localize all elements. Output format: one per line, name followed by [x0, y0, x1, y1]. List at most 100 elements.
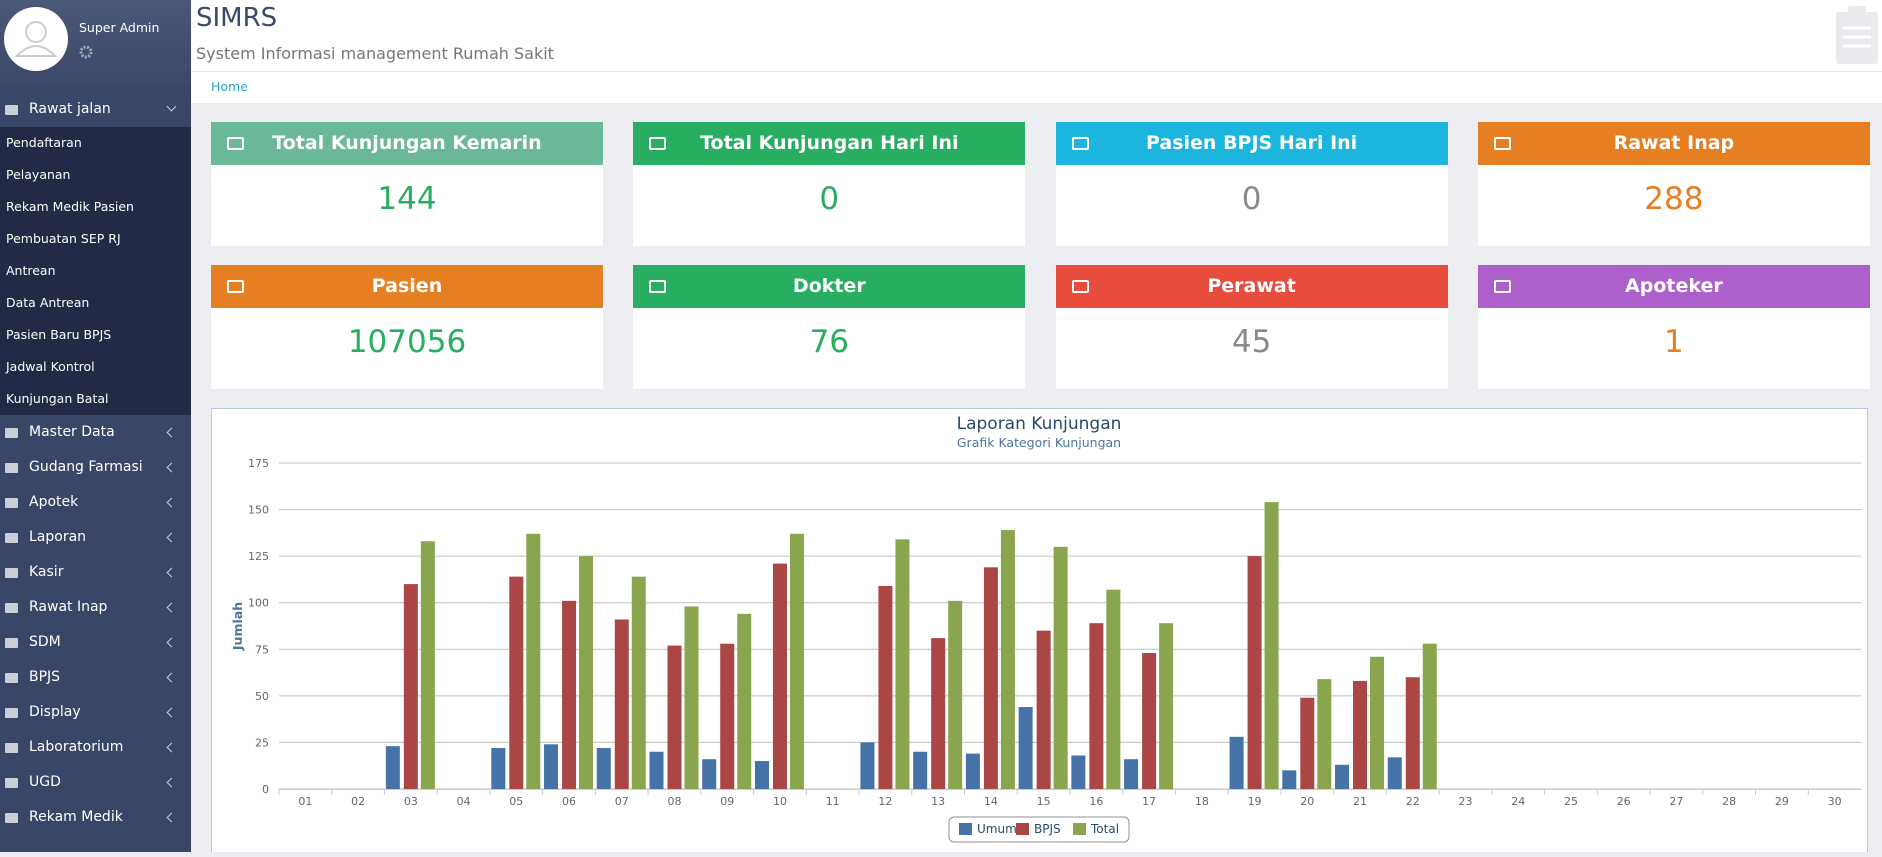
card-icon — [1493, 280, 1511, 293]
card-title: Pasien BPJS Hari Ini — [1145, 132, 1358, 154]
chevron — [166, 532, 177, 543]
bar — [772, 563, 787, 789]
card-icon — [649, 280, 667, 293]
menu-label: Rekam Medik — [29, 809, 123, 825]
bar — [983, 567, 998, 789]
menu-label: Rawat jalan — [29, 101, 111, 117]
menu-label: Master Data — [29, 424, 115, 440]
chart-subtitle: Grafik Kategori Kunjungan — [957, 435, 1121, 450]
menu-item[interactable]: Laboratorium — [0, 730, 191, 765]
bar — [913, 751, 928, 789]
chevron — [166, 777, 177, 788]
bar — [509, 576, 524, 789]
x-tick-label: 08 — [668, 795, 682, 808]
chevron — [166, 707, 177, 718]
bar — [720, 643, 735, 789]
menu-item[interactable]: Rawat jalan — [0, 92, 191, 127]
y-tick-label: 25 — [255, 736, 269, 749]
menu-item[interactable]: UGD — [0, 765, 191, 800]
card-value: 0 — [1241, 181, 1262, 217]
submenu-item[interactable]: Jadwal Kontrol — [0, 351, 191, 383]
stat-card: Total Kunjungan Hari Ini 0 — [633, 122, 1026, 246]
menu-item[interactable]: Gudang Farmasi — [0, 450, 191, 485]
bar — [1300, 697, 1315, 789]
card-icon — [649, 137, 667, 150]
user-panel: Super Admin — [0, 0, 191, 84]
bar — [544, 744, 559, 789]
card-title: Apoteker — [1625, 275, 1723, 297]
card-title: Total Kunjungan Kemarin — [272, 132, 542, 154]
card-value: 76 — [809, 324, 850, 360]
legend: Umum BPJS Total — [948, 816, 1130, 843]
card-header: Rawat Inap — [1477, 122, 1870, 165]
x-tick-label: 16 — [1089, 795, 1103, 808]
stat-card: Total Kunjungan Kemarin 144 — [211, 122, 603, 246]
bar — [667, 645, 682, 789]
folder-icon — [5, 463, 18, 473]
menu-item[interactable]: Rawat Inap — [0, 590, 191, 625]
submenu-item[interactable]: Pelayanan — [0, 159, 191, 191]
x-tick-label: 19 — [1248, 795, 1262, 808]
legend-label: Total — [1090, 822, 1119, 836]
bar — [420, 541, 435, 789]
chevron — [166, 497, 177, 508]
submenu-item[interactable]: Kunjungan Batal — [0, 383, 191, 415]
bar — [737, 613, 752, 789]
user-name: Super Admin — [79, 20, 160, 35]
card-header: Apoteker — [1477, 265, 1870, 308]
submenu-item[interactable]: Data Antrean — [0, 287, 191, 319]
menu-label: Laboratorium — [29, 739, 124, 755]
menu-item[interactable]: Laporan — [0, 520, 191, 555]
bar — [1264, 502, 1279, 789]
stat-card: Perawat 45 — [1055, 265, 1448, 389]
bar — [649, 751, 664, 789]
bar — [596, 748, 611, 789]
bar — [948, 600, 963, 789]
bar — [1422, 643, 1437, 789]
x-tick-label: 25 — [1564, 795, 1578, 808]
submenu-item[interactable]: Pendaftaran — [0, 127, 191, 159]
x-tick-label: 14 — [984, 795, 998, 808]
card-header: Total Kunjungan Kemarin — [211, 122, 603, 165]
card-icon — [227, 137, 244, 150]
bar — [1089, 623, 1104, 789]
bar — [403, 584, 418, 789]
x-tick-label: 23 — [1459, 795, 1473, 808]
x-tick-label: 26 — [1617, 795, 1631, 808]
bar — [895, 539, 910, 789]
folder-icon — [5, 428, 18, 438]
settings-icon[interactable] — [79, 45, 93, 59]
menu-item[interactable]: Master Data — [0, 415, 191, 450]
bar — [491, 748, 506, 789]
menu-item[interactable]: Rekam Medik — [0, 800, 191, 835]
card-title: Pasien — [371, 275, 443, 297]
card-icon — [227, 280, 244, 293]
menu-item[interactable]: Kasir — [0, 555, 191, 590]
menu-item[interactable]: BPJS — [0, 660, 191, 695]
card-value: 1 — [1664, 324, 1684, 360]
menu-label: SDM — [29, 634, 61, 650]
card-value: 288 — [1644, 181, 1704, 217]
submenu-item[interactable]: Pasien Baru BPJS — [0, 319, 191, 351]
y-tick-label: 100 — [248, 597, 269, 610]
menu-item[interactable]: Display — [0, 695, 191, 730]
menu-item[interactable]: Apotek — [0, 485, 191, 520]
x-tick-label: 01 — [298, 795, 312, 808]
card-icon — [1071, 137, 1089, 150]
menu-item[interactable]: SDM — [0, 625, 191, 660]
x-tick-label: 30 — [1828, 795, 1842, 808]
stat-card: Pasien 107056 — [211, 265, 603, 389]
x-tick-label: 05 — [509, 795, 523, 808]
bar — [1387, 757, 1402, 789]
submenu-item[interactable]: Antrean — [0, 255, 191, 287]
x-tick-label: 15 — [1037, 795, 1051, 808]
bar — [1317, 679, 1332, 789]
x-tick-label: 09 — [720, 795, 734, 808]
legend-swatch — [959, 823, 972, 835]
breadcrumb-link[interactable]: Home — [211, 79, 248, 94]
submenu-item[interactable]: Rekam Medik Pasien — [0, 191, 191, 223]
bar — [1071, 755, 1086, 789]
x-tick-label: 22 — [1406, 795, 1420, 808]
x-tick-label: 10 — [773, 795, 787, 808]
submenu-item[interactable]: Pembuatan SEP RJ — [0, 223, 191, 255]
